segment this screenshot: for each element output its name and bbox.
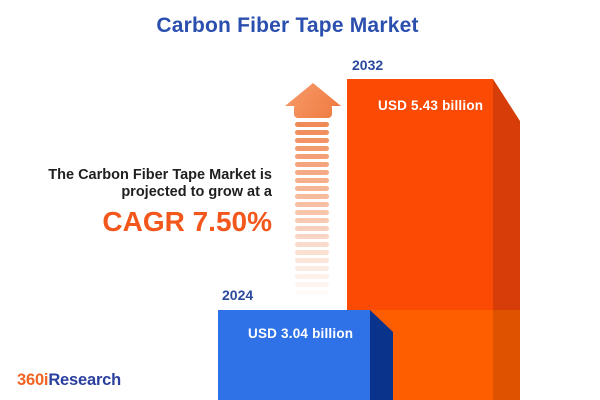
bar-value-label-2024: USD 3.04 billion (248, 326, 354, 341)
description-line-2: projected to grow at a (121, 184, 272, 200)
growth-arrow-neck (294, 104, 332, 118)
brand-logo-360i: 360i (17, 371, 49, 389)
growth-arrow-icon (285, 83, 341, 106)
description-line-1: The Carbon Fiber Tape Market is (48, 167, 272, 183)
bar-value-label-2032: USD 5.43 billion (378, 98, 484, 113)
year-label-2032: 2032 (352, 57, 384, 73)
growth-description: The Carbon Fiber Tape Market is projecte… (0, 167, 272, 237)
page-title: Carbon Fiber Tape Market (156, 14, 419, 37)
brand-logo-research: Research (48, 371, 122, 389)
bar-2024 (218, 310, 370, 400)
arrow-stripes (295, 122, 329, 298)
brand-logo: 360iResearch (17, 371, 121, 390)
cagr-value: CAGR 7.50% (102, 206, 272, 237)
bar-2024-side-face (370, 310, 393, 400)
bar-2032-side-face (493, 79, 520, 400)
year-label-2024: 2024 (222, 287, 254, 303)
